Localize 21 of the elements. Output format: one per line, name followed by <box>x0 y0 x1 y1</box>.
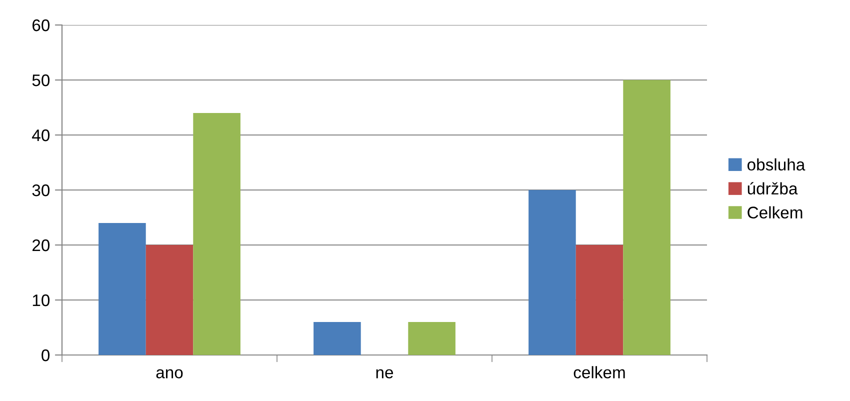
y-tick-label: 10 <box>32 294 50 306</box>
legend-label: Celkem <box>748 206 802 218</box>
legend-label: obsluha <box>747 158 806 171</box>
y-tick-label: 20 <box>32 239 50 252</box>
bar <box>98 223 146 355</box>
bar <box>408 322 456 355</box>
bar <box>623 80 670 355</box>
bar <box>314 322 361 355</box>
bar <box>576 245 624 355</box>
x-tick-label: celkem <box>574 366 625 378</box>
y-tick-label: 30 <box>32 184 50 196</box>
x-tick-label: ne <box>376 369 394 378</box>
y-tick-label: 60 <box>32 19 50 32</box>
x-tick-label: ano <box>156 369 183 378</box>
y-tick-label: 0 <box>42 349 50 362</box>
bar <box>146 245 194 355</box>
y-tick-label: 50 <box>32 74 50 86</box>
legend-label: údržba <box>748 182 798 195</box>
bar <box>193 113 240 355</box>
y-tick-label: 40 <box>32 129 50 142</box>
bar <box>528 190 576 355</box>
